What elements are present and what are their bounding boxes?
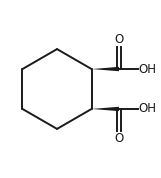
Text: O: O [114, 132, 124, 145]
Text: O: O [114, 33, 124, 46]
Text: OH: OH [138, 62, 156, 75]
Polygon shape [92, 67, 119, 71]
Polygon shape [92, 107, 119, 111]
Text: OH: OH [138, 103, 156, 116]
